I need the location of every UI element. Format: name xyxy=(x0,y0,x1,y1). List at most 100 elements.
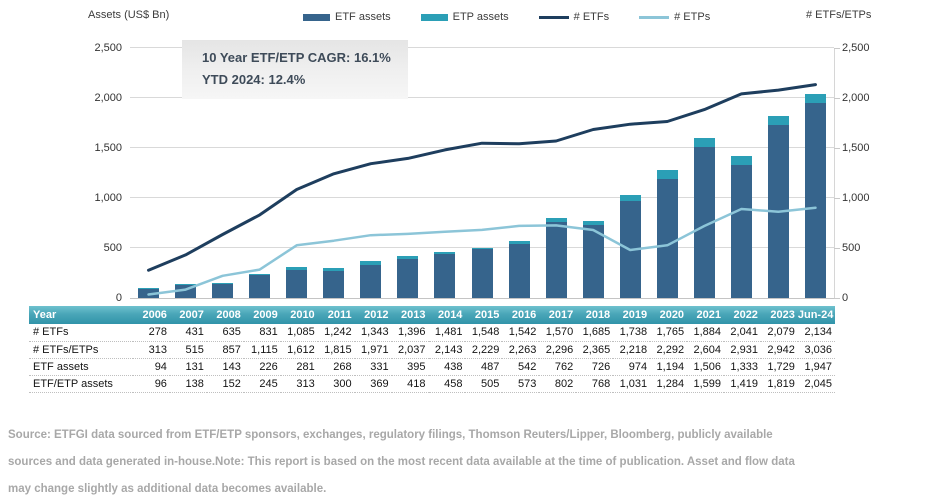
line-swatch xyxy=(639,15,670,19)
etf-assets-segment xyxy=(434,254,456,298)
table-cell: 635 xyxy=(206,324,244,342)
table-cell: 505 xyxy=(465,375,503,393)
etf-assets-segment xyxy=(323,271,345,298)
table-cell: 1,765 xyxy=(650,324,688,342)
year-column-2015: 2015 xyxy=(465,306,503,324)
etf-assets-segment xyxy=(582,225,604,298)
table-row: ETF assets 94 131 143 226 281 268 331 395 438 487 5… xyxy=(29,358,835,376)
gridline xyxy=(130,247,834,248)
table-cell: 1,884 xyxy=(687,324,724,342)
table-cell: 268 xyxy=(317,358,355,376)
table-cell: 573 xyxy=(502,375,540,393)
etp-assets-segment xyxy=(582,221,604,226)
table-cell: 438 xyxy=(428,358,466,376)
table-cell: 278 xyxy=(133,324,170,342)
table-cell: 1,481 xyxy=(428,324,466,342)
table-cell: 2,292 xyxy=(650,341,688,359)
line-etfs xyxy=(147,83,817,272)
table-cell: 1,570 xyxy=(539,324,577,342)
etp-assets-segment xyxy=(471,247,493,250)
legend-label: ETF assets xyxy=(335,11,391,23)
table-cell: 1,599 xyxy=(687,375,724,393)
table-cell: 226 xyxy=(243,358,281,376)
axis-tick xyxy=(834,298,840,299)
etp-assets-segment xyxy=(249,273,271,276)
etp-assets-segment xyxy=(212,282,234,284)
table-cell: 1,242 xyxy=(317,324,355,342)
table-cell: 395 xyxy=(391,358,429,376)
etf-assets-segment xyxy=(249,275,271,298)
table-cell: 768 xyxy=(576,375,614,393)
table-cell: 802 xyxy=(539,375,577,393)
axis-tick-label: 1,500 xyxy=(842,142,870,154)
gridline xyxy=(130,97,834,98)
bar-2021 xyxy=(693,138,715,298)
table-cell: 2,045 xyxy=(797,375,835,393)
etp-assets-segment xyxy=(175,284,197,285)
etf-assets-segment xyxy=(397,258,419,298)
table-cell: 1,333 xyxy=(724,358,761,376)
table-cell: 1,194 xyxy=(650,358,688,376)
data-table-body: # ETFs 278 431 635 831 1,085 1,242 1,343 1,396 1,… xyxy=(29,324,835,393)
legend-label: # ETPs xyxy=(674,11,711,23)
table-cell: 726 xyxy=(576,358,614,376)
table-cell: 1,819 xyxy=(760,375,798,393)
legend-item-etps: # ETPs xyxy=(639,11,710,23)
etf-assets-segment xyxy=(545,221,567,298)
table-cell: 2,229 xyxy=(465,341,503,359)
bar-2011 xyxy=(323,268,345,298)
table-cell: 1,548 xyxy=(465,324,503,342)
right-axis-line xyxy=(834,48,835,299)
etp-assets-segment xyxy=(804,93,826,104)
gridline xyxy=(130,298,834,299)
year-column-2016: 2016 xyxy=(502,306,540,324)
gridline xyxy=(130,197,834,198)
cagr-annotation-box: 10 Year ETF/ETP CAGR: 16.1% YTD 2024: 12… xyxy=(182,40,408,99)
table-cell: 542 xyxy=(502,358,540,376)
chart-plot-area xyxy=(130,47,834,299)
table-cell: 2,218 xyxy=(613,341,651,359)
bar-2014 xyxy=(434,252,456,298)
axis-tick-label: 1,500 xyxy=(94,142,122,154)
axis-tick-label: 1,000 xyxy=(94,192,122,204)
row-label: ETF assets xyxy=(29,358,133,376)
etf-assets-segment xyxy=(804,103,826,298)
legend-item-etfs: # ETFs xyxy=(538,11,609,23)
etp-assets-segment xyxy=(619,194,641,201)
table-cell: 2,134 xyxy=(797,324,835,342)
bar-2015 xyxy=(471,247,493,298)
row-label: # ETFs/ETPs xyxy=(29,341,133,359)
table-cell: 3,036 xyxy=(797,341,835,359)
annotation-line-2: YTD 2024: 12.4% xyxy=(202,72,306,87)
table-cell: 1,729 xyxy=(760,358,798,376)
table-cell: 1,971 xyxy=(354,341,392,359)
table-cell: 2,942 xyxy=(760,341,798,359)
axis-tick-label: 2,500 xyxy=(94,42,122,54)
table-cell: 2,931 xyxy=(724,341,761,359)
table-cell: 96 xyxy=(133,375,170,393)
bar-swatch xyxy=(420,13,448,21)
table-cell: 300 xyxy=(317,375,355,393)
table-cell: 2,365 xyxy=(576,341,614,359)
year-column-2014: 2014 xyxy=(428,306,466,324)
table-cell: 1,343 xyxy=(354,324,392,342)
axis-tick-label: 1,000 xyxy=(842,192,870,204)
table-cell: 369 xyxy=(354,375,392,393)
table-cell: 2,263 xyxy=(502,341,540,359)
line-series xyxy=(147,83,817,296)
legend-label: ETP assets xyxy=(452,11,509,23)
annotation-line-1: 10 Year ETF/ETP CAGR: 16.1% xyxy=(202,50,391,65)
bar-2018 xyxy=(582,221,604,298)
axis-tick xyxy=(834,198,840,199)
table-cell: 2,079 xyxy=(760,324,798,342)
gridline xyxy=(130,147,834,148)
table-cell: 1,612 xyxy=(280,341,318,359)
axis-tick xyxy=(834,148,840,149)
data-table-header: Year 2006 2007 2008 2009 2010 2011 2012 2013 2014… xyxy=(29,306,835,324)
etp-assets-segment xyxy=(434,252,456,255)
table-cell: 281 xyxy=(280,358,318,376)
gridline xyxy=(130,47,834,48)
axis-tick xyxy=(834,248,840,249)
etp-assets-segment xyxy=(323,268,345,272)
source-note-line-1: Source: ETFGI data sourced from ETF/ETP … xyxy=(8,429,773,441)
